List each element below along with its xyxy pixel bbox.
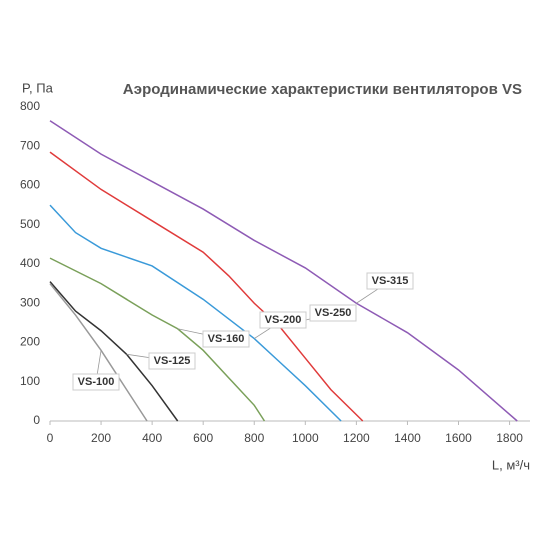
y-tick-label: 300 <box>20 295 40 309</box>
x-tick-label: 1400 <box>394 431 421 445</box>
legend-label: VS-200 <box>265 314 302 326</box>
series-line <box>49 257 266 422</box>
label-box <box>259 311 307 329</box>
label-box <box>202 330 250 348</box>
label-box <box>148 352 196 370</box>
series-line <box>49 281 179 422</box>
x-tick-label: 1600 <box>445 431 472 445</box>
x-tick-label: 800 <box>244 431 264 445</box>
y-tick-label: 100 <box>20 374 40 388</box>
label-box <box>72 373 120 391</box>
legend-label: VS-125 <box>154 355 191 367</box>
x-tick-label: 1200 <box>343 431 370 445</box>
series-line <box>49 204 342 422</box>
x-tick-label: 1000 <box>292 431 319 445</box>
label-box <box>309 304 357 322</box>
y-tick-label: 800 <box>20 99 40 113</box>
y-tick-label: 500 <box>20 217 40 231</box>
y-tick-label: 0 <box>33 413 40 427</box>
y-tick-label: 600 <box>20 178 40 192</box>
x-tick-label: 0 <box>47 431 54 445</box>
y-tick-label: 200 <box>20 335 40 349</box>
x-tick-label: 600 <box>193 431 213 445</box>
series-line <box>49 151 364 422</box>
x-tick-label: 400 <box>142 431 162 445</box>
legend-label: VS-315 <box>372 275 409 287</box>
x-axis-label: L, м³/ч <box>492 457 530 472</box>
legend-label: VS-250 <box>315 307 352 319</box>
label-box <box>366 272 414 290</box>
y-axis-label: P, Па <box>22 80 54 95</box>
series-line <box>49 120 518 422</box>
legend-label: VS-160 <box>208 333 245 345</box>
chart-title: Аэродинамические характеристики вентилят… <box>123 81 522 98</box>
x-tick-label: 200 <box>91 431 111 445</box>
y-tick-label: 400 <box>20 256 40 270</box>
legend-label: VS-100 <box>78 376 115 388</box>
series-line <box>49 283 148 422</box>
y-tick-label: 700 <box>20 138 40 152</box>
x-tick-label: 1800 <box>496 431 523 445</box>
